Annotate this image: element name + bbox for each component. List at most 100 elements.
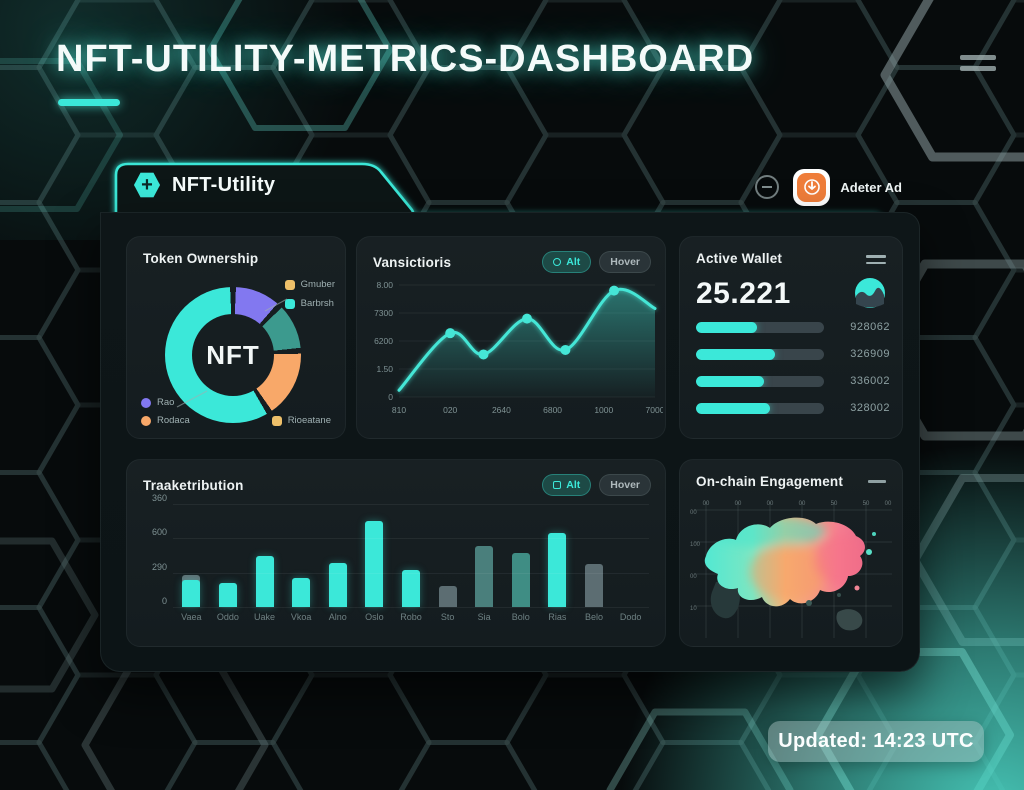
bar-x-label: Oddo	[216, 612, 239, 622]
donut-chart: NFT	[165, 287, 301, 423]
svg-text:7000: 7000	[646, 405, 663, 415]
card-transactions: Vansictioris Alt Hover 8.00 7300 6200 1.50 0…	[356, 236, 666, 439]
svg-text:6800: 6800	[543, 405, 562, 415]
legend-swatch-icon	[141, 397, 151, 408]
donut-center-label: NFT	[206, 339, 260, 370]
svg-text:00: 00	[885, 501, 892, 507]
hover-button[interactable]: Hover	[599, 474, 651, 496]
card-title: Vansictioris	[373, 254, 452, 270]
panel-body: Token Ownership NFT Gmuber Barbrsh Rao Rod…	[100, 212, 920, 672]
hover-button[interactable]: Hover	[599, 251, 651, 273]
svg-text:50: 50	[863, 501, 870, 507]
square-icon	[553, 481, 562, 489]
bar	[502, 504, 539, 607]
svg-text:100: 100	[690, 542, 701, 548]
mini-chart-icon	[855, 278, 885, 308]
legend-swatch-icon	[141, 415, 151, 426]
wallet-row-value: 336002	[850, 375, 890, 387]
wallet-row: 326909	[696, 348, 890, 360]
alt-button[interactable]: Alt	[542, 474, 592, 496]
donut-legend-bottom-right: Rioeatane	[271, 415, 331, 426]
bar	[466, 504, 503, 607]
svg-text:020: 020	[443, 405, 457, 415]
bar-x-label: Rias	[548, 612, 567, 622]
svg-text:50: 50	[831, 501, 838, 507]
wallet-row: 928062	[696, 321, 890, 333]
bar-x-label: Belo	[585, 612, 604, 622]
svg-text:810: 810	[392, 405, 406, 415]
legend-swatch-icon	[284, 298, 295, 309]
engagement-heatmap: 00 00 00 00 50 50 00 00 100 00 10	[690, 501, 892, 638]
card-title: Token Ownership	[143, 251, 259, 266]
svg-text:1.50: 1.50	[376, 364, 393, 374]
donut-legend-right: Gmuber Barbrsh	[284, 279, 335, 309]
legend-swatch-icon	[271, 415, 282, 426]
bar-x-label: Vaea	[181, 612, 202, 622]
account-label: Adeter Ad	[840, 179, 902, 195]
svg-text:00: 00	[799, 501, 806, 507]
wallet-row-value: 328002	[850, 402, 890, 414]
account-chip[interactable]: Adeter Ad	[793, 168, 902, 206]
circle-icon	[553, 258, 562, 266]
card-distribution: Traaketribution Alt Hover 360 600 290 0 Vae…	[126, 459, 666, 647]
bar	[539, 504, 576, 607]
bar-x-label: Robo	[400, 612, 422, 622]
card-menu-icon[interactable]	[868, 480, 886, 483]
donut-legend-bottom-left: Rao Rodaca	[141, 397, 190, 426]
tab-nft-utility[interactable]: + NFT-Utility	[134, 172, 275, 198]
minimize-icon[interactable]	[755, 175, 780, 199]
wallet-rows: 928062 326909 336002 328002	[696, 321, 890, 414]
alt-button[interactable]: Alt	[542, 251, 592, 273]
data-point	[609, 285, 620, 296]
map-axis-top: 00 00 00 00 50 50 00	[703, 501, 892, 507]
svg-text:8.00: 8.00	[376, 280, 393, 290]
wallet-row-value: 928062	[850, 321, 890, 333]
hamburger-menu-icon[interactable]	[960, 55, 996, 71]
data-point	[478, 349, 489, 360]
wallet-row: 328002	[696, 402, 890, 414]
bar	[173, 504, 210, 607]
svg-text:1000: 1000	[594, 405, 613, 415]
bar-x-label: Sto	[440, 612, 455, 622]
card-title: On-chain Engagement	[696, 474, 844, 489]
updated-timestamp-badge: Updated: 14:23 UTC	[768, 721, 984, 762]
svg-text:00: 00	[767, 501, 774, 507]
progress-bar	[696, 321, 824, 333]
progress-bar	[696, 402, 824, 414]
hexagon-plus-icon: +	[134, 172, 160, 198]
legend-item: Gmuber	[284, 279, 335, 290]
progress-bar	[696, 348, 824, 360]
bar	[210, 504, 247, 607]
bar-chart-y-axis: 360 600 290 0	[151, 493, 167, 606]
transactions-area-chart: 8.00 7300 6200 1.50 0 810 020 2640 6800 1000 7000	[374, 280, 663, 415]
svg-text:2640: 2640	[492, 405, 511, 415]
dashboard-panel: + NFT-Utility Adeter Ad Token Ownership	[100, 158, 920, 672]
bar	[576, 504, 613, 607]
wallet-row: 336002	[696, 375, 890, 387]
title-underline	[58, 99, 120, 106]
bar-x-label: Dodo	[619, 612, 642, 622]
legend-item: Rodaca	[141, 415, 190, 426]
progress-bar	[696, 375, 824, 387]
card-menu-icon[interactable]	[866, 255, 886, 264]
card-token-ownership: Token Ownership NFT Gmuber Barbrsh Rao Rod…	[126, 236, 346, 439]
svg-text:00: 00	[690, 510, 697, 516]
bar-x-label: Alno	[328, 612, 347, 622]
card-engagement: On-chain Engagement	[679, 459, 903, 647]
bar-x-label: Vkoa	[290, 612, 312, 622]
page-title: NFT-UTILITY-METRICS-DASHBOARD	[56, 38, 755, 80]
bar	[393, 504, 430, 607]
bar	[319, 504, 356, 607]
bar	[246, 504, 283, 607]
card-title: Active Wallet	[696, 251, 783, 266]
legend-swatch-icon	[284, 279, 295, 290]
account-avatar-icon	[793, 168, 831, 206]
card-active-wallet: Active Wallet 25.221 928062 326909 336002 3…	[679, 236, 903, 439]
bar-x-label: Sia	[477, 612, 491, 622]
bar-x-label: Bolo	[511, 612, 530, 622]
wallet-row-value: 326909	[850, 348, 890, 360]
svg-text:00: 00	[690, 574, 697, 580]
distribution-bar-chart	[173, 504, 649, 608]
bar	[356, 504, 393, 607]
svg-text:6200: 6200	[374, 336, 393, 346]
